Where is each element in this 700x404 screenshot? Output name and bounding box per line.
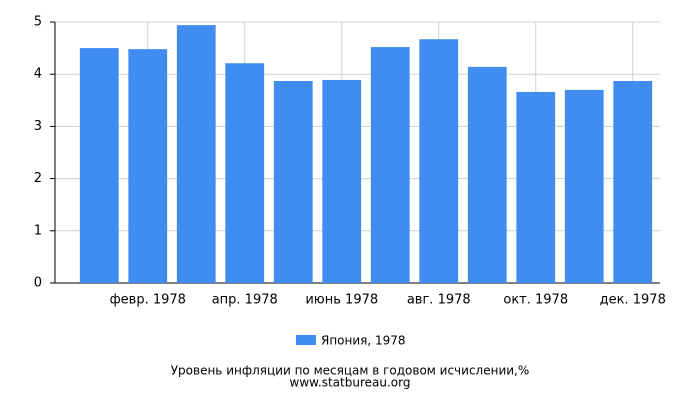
y-tick-label: 3	[34, 119, 42, 134]
x-tick-label: февр. 1978	[110, 293, 186, 308]
bar	[467, 66, 507, 283]
bar	[564, 89, 604, 283]
y-tick-label: 4	[34, 67, 42, 82]
y-tick-label: 0	[34, 276, 42, 291]
legend-label: Япония, 1978	[321, 334, 406, 348]
bar	[176, 25, 216, 284]
x-tick-label: июнь 1978	[305, 293, 378, 308]
x-tick-label: дек. 1978	[600, 293, 666, 308]
bar	[273, 80, 313, 284]
y-tick-label: 1	[34, 223, 42, 238]
bar	[128, 49, 168, 284]
chart-title: Уровень инфляции по месяцам в годовом ис…	[171, 364, 530, 378]
bar	[516, 91, 556, 283]
bar	[225, 63, 265, 283]
bar	[79, 48, 119, 283]
source: www.statbureau.org	[290, 376, 411, 390]
bar	[322, 79, 362, 283]
x-tick-label: окт. 1978	[503, 293, 568, 308]
y-tick-label: 2	[34, 171, 42, 186]
bar	[419, 39, 459, 284]
y-tick-label: 5	[34, 15, 42, 30]
bar	[613, 80, 653, 284]
bar	[370, 47, 410, 283]
x-tick-label: апр. 1978	[212, 293, 278, 308]
legend-swatch	[296, 335, 316, 345]
x-tick-label: авг. 1978	[407, 293, 471, 308]
